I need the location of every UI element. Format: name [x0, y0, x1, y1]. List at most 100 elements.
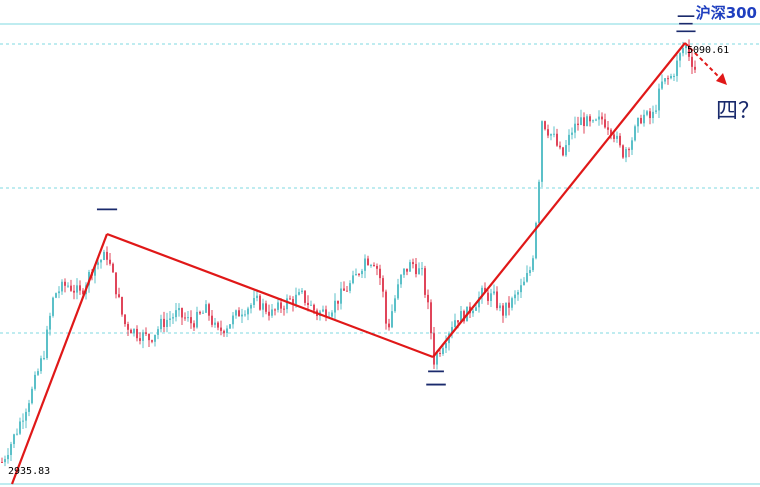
candle-body: [616, 135, 618, 139]
candle-body: [571, 132, 573, 135]
candle-body: [259, 295, 261, 310]
candle-body: [694, 66, 696, 70]
candle-body: [127, 324, 129, 330]
candle-body: [418, 268, 420, 275]
candle-body: [415, 264, 417, 275]
wave-label: 二: [425, 367, 447, 392]
candle-body: [1, 462, 3, 463]
candle-body: [463, 311, 465, 322]
candle-body: [652, 111, 654, 119]
candle-body: [247, 308, 249, 315]
candle-body: [340, 288, 342, 304]
candle-body: [370, 264, 372, 266]
candle-body: [427, 294, 429, 303]
candle-body: [601, 116, 603, 120]
candle-body: [106, 251, 108, 260]
candle-body: [361, 270, 363, 275]
candle-body: [562, 147, 564, 156]
candle-body: [565, 145, 567, 156]
candle-body: [442, 348, 444, 354]
candle-body: [511, 298, 513, 308]
candle-body: [235, 310, 237, 316]
candle-body: [238, 310, 240, 317]
candle-body: [22, 420, 24, 422]
wave-label-projection: 四？: [716, 99, 760, 124]
candle-body: [556, 133, 558, 146]
candle-body: [658, 88, 660, 111]
candle-body: [364, 258, 366, 271]
wave-segment: [432, 42, 686, 358]
candle-body: [166, 319, 168, 328]
candle-body: [157, 329, 159, 335]
candle-body: [139, 338, 141, 341]
candle-body: [37, 371, 39, 375]
candle-body: [661, 81, 663, 89]
candle-body: [49, 315, 51, 330]
projection-line: [684, 42, 723, 81]
candle-body: [454, 320, 456, 328]
candle-body: [55, 293, 57, 298]
candle-body: [241, 314, 243, 317]
candle-body: [688, 44, 690, 57]
candle-body: [517, 292, 519, 295]
candle-body: [205, 304, 207, 313]
candle-body: [133, 328, 135, 334]
candle-body: [502, 305, 504, 316]
candle-body: [16, 433, 18, 435]
candle-body: [664, 78, 666, 82]
candle-body: [457, 320, 459, 323]
candle-body: [493, 291, 495, 294]
candle-body: [472, 310, 474, 314]
grid-layer: [0, 23, 760, 485]
candle-body: [232, 315, 234, 325]
candle-body: [553, 133, 555, 135]
candle-body: [298, 292, 300, 295]
candle-body: [13, 434, 15, 445]
candle-body: [646, 111, 648, 115]
candle-body: [421, 268, 423, 270]
candle-body: [70, 285, 72, 291]
candle-body: [184, 317, 186, 319]
candle-body: [445, 343, 447, 349]
candle-body: [508, 302, 510, 308]
candle-body: [367, 258, 369, 266]
candle-body: [217, 322, 219, 328]
candle-body: [346, 290, 348, 292]
candle-body: [100, 259, 102, 263]
candle-body: [199, 311, 201, 314]
candle-body: [283, 308, 285, 310]
candle-body: [535, 222, 537, 259]
candle-body: [112, 263, 114, 273]
candle-body: [76, 285, 78, 293]
candle-body: [34, 374, 36, 389]
candle-body: [7, 454, 9, 460]
candle-body: [538, 181, 540, 223]
candle-body: [514, 294, 516, 299]
candle-body: [43, 358, 45, 360]
candle-body: [409, 262, 411, 272]
candle-body: [613, 134, 615, 139]
candle-body: [142, 332, 144, 341]
candle-body: [10, 444, 12, 455]
candle-body: [496, 291, 498, 309]
candle-body: [109, 259, 111, 264]
candle-body: [304, 290, 306, 303]
candle-body: [67, 285, 69, 287]
candle-body: [523, 281, 525, 286]
candle-body: [625, 149, 627, 158]
candle-body: [187, 317, 189, 319]
candle-body: [580, 117, 582, 126]
candle-body: [385, 291, 387, 324]
candle-body: [577, 123, 579, 126]
candle-body: [598, 116, 600, 120]
candle-body: [277, 302, 279, 310]
candle-body: [244, 314, 246, 316]
candle-body: [295, 294, 297, 305]
candle-body: [394, 298, 396, 312]
candle-body: [220, 327, 222, 331]
candle-body: [481, 287, 483, 297]
candle-body: [265, 303, 267, 312]
candle-body: [154, 334, 156, 342]
candle-body: [607, 127, 609, 130]
